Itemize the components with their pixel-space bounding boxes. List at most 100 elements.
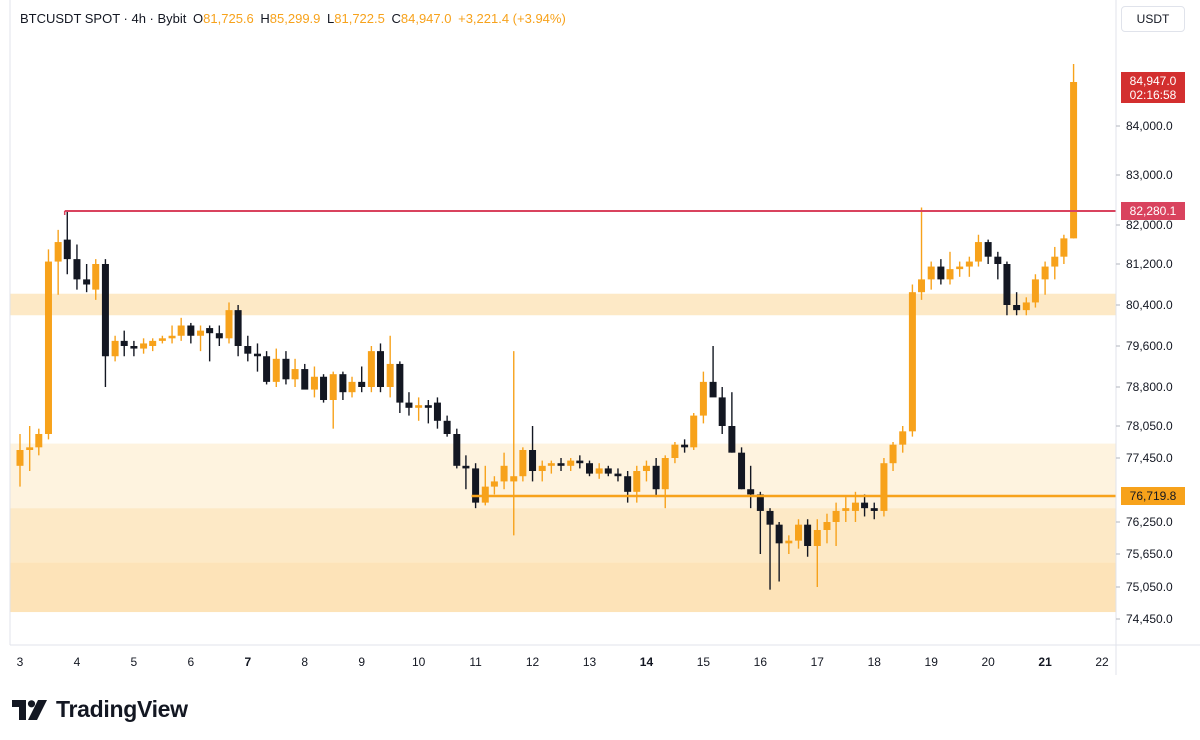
candle-body[interactable] [785,540,793,544]
candle-body[interactable] [234,310,242,346]
candle-body[interactable] [177,325,185,336]
candle-body[interactable] [225,310,233,339]
candle-body[interactable] [595,468,603,474]
candle-body[interactable] [206,328,214,334]
candle-body[interactable] [937,266,945,280]
candle-body[interactable] [547,463,555,466]
candle-body[interactable] [538,465,546,472]
candle-body[interactable] [567,460,575,466]
candle-body[interactable] [661,458,669,490]
candle-body[interactable] [291,369,299,380]
candle-body[interactable] [795,524,803,541]
candle-body[interactable] [529,450,537,472]
candle-body[interactable] [149,340,157,346]
candle-body[interactable] [832,510,840,522]
candle-body[interactable] [197,330,205,336]
candle-body[interactable] [642,465,650,472]
candle-body[interactable] [889,444,897,464]
candle-body[interactable] [1003,264,1011,305]
candle-body[interactable] [320,376,328,400]
candle-body[interactable] [386,363,394,387]
candle-body[interactable] [1070,82,1078,239]
candle-body[interactable] [101,264,109,357]
support-price-tag[interactable]: 76,719.8 [1121,487,1185,505]
candle-body[interactable] [490,481,498,487]
candle-body[interactable] [624,476,632,492]
candle-body[interactable] [861,502,869,509]
candle-body[interactable] [500,465,508,482]
candle-body[interactable] [842,508,850,511]
candle-body[interactable] [310,376,318,390]
candle-body[interactable] [263,356,271,382]
candle-body[interactable] [1013,305,1021,311]
candle-body[interactable] [348,381,356,393]
candle-body[interactable] [510,476,518,482]
candle-body[interactable] [756,494,764,511]
candle-body[interactable] [168,335,176,339]
candle-body[interactable] [1041,266,1049,280]
candle-body[interactable] [738,452,746,490]
candle-body[interactable] [956,266,964,270]
candle-body[interactable] [699,381,707,416]
price-zone-0[interactable] [10,293,1116,316]
candle-body[interactable] [1051,256,1059,267]
candle-body[interactable] [158,338,166,341]
candle-body[interactable] [519,450,527,477]
candle-body[interactable] [481,486,489,503]
candle-body[interactable] [187,325,195,336]
candle-body[interactable] [908,292,916,432]
candle-body[interactable] [899,431,907,445]
candle-body[interactable] [367,351,375,387]
candle-body[interactable] [453,434,461,466]
candle-body[interactable] [880,463,888,511]
candle-body[interactable] [244,346,252,354]
candle-body[interactable] [26,447,34,450]
candle-body[interactable] [329,374,337,400]
candle-body[interactable] [83,279,91,285]
candle-body[interactable] [35,434,43,448]
candle-body[interactable] [1031,279,1039,303]
candle-body[interactable] [747,489,755,495]
candle-body[interactable] [120,340,128,346]
candle-body[interactable] [804,524,812,546]
candle-body[interactable] [927,266,935,280]
candle-body[interactable] [728,426,736,453]
candle-body[interactable] [54,242,62,262]
currency-button[interactable]: USDT [1121,6,1185,32]
candle-body[interactable] [358,381,366,387]
candle-body[interactable] [396,363,404,403]
candle-body[interactable] [652,465,660,490]
candle-body[interactable] [604,468,612,474]
candle-body[interactable] [984,242,992,257]
price-zone-1[interactable] [10,443,1116,509]
candle-body[interactable] [462,465,470,469]
candle-body[interactable] [92,264,100,290]
candle-body[interactable] [215,333,223,339]
candle-body[interactable] [73,259,81,280]
candle-body[interactable] [111,340,119,357]
candle-body[interactable] [16,450,24,466]
candle-body[interactable] [253,353,261,357]
candle-body[interactable] [44,261,52,434]
candle-body[interactable] [1060,238,1068,257]
candle-body[interactable] [472,468,480,503]
candle-body[interactable] [851,502,859,511]
candle-body[interactable] [813,530,821,546]
candle-body[interactable] [272,358,280,382]
candle-body[interactable] [974,242,982,262]
candle-body[interactable] [339,374,347,393]
candle-body[interactable] [614,473,622,477]
candle-body[interactable] [130,346,138,349]
legend-symbol[interactable]: BTCUSDT SPOT · 4h · Bybit [20,11,187,26]
candle-body[interactable] [690,415,698,448]
candle-body[interactable] [63,239,71,260]
candle-body[interactable] [576,460,584,464]
candle-body[interactable] [140,343,148,349]
price-zone-3[interactable] [10,562,1116,613]
candle-body[interactable] [405,402,413,408]
candle-body[interactable] [823,522,831,530]
tradingview-logo[interactable]: TradingView [12,696,188,723]
candle-body[interactable] [775,524,783,544]
candle-body[interactable] [718,397,726,426]
